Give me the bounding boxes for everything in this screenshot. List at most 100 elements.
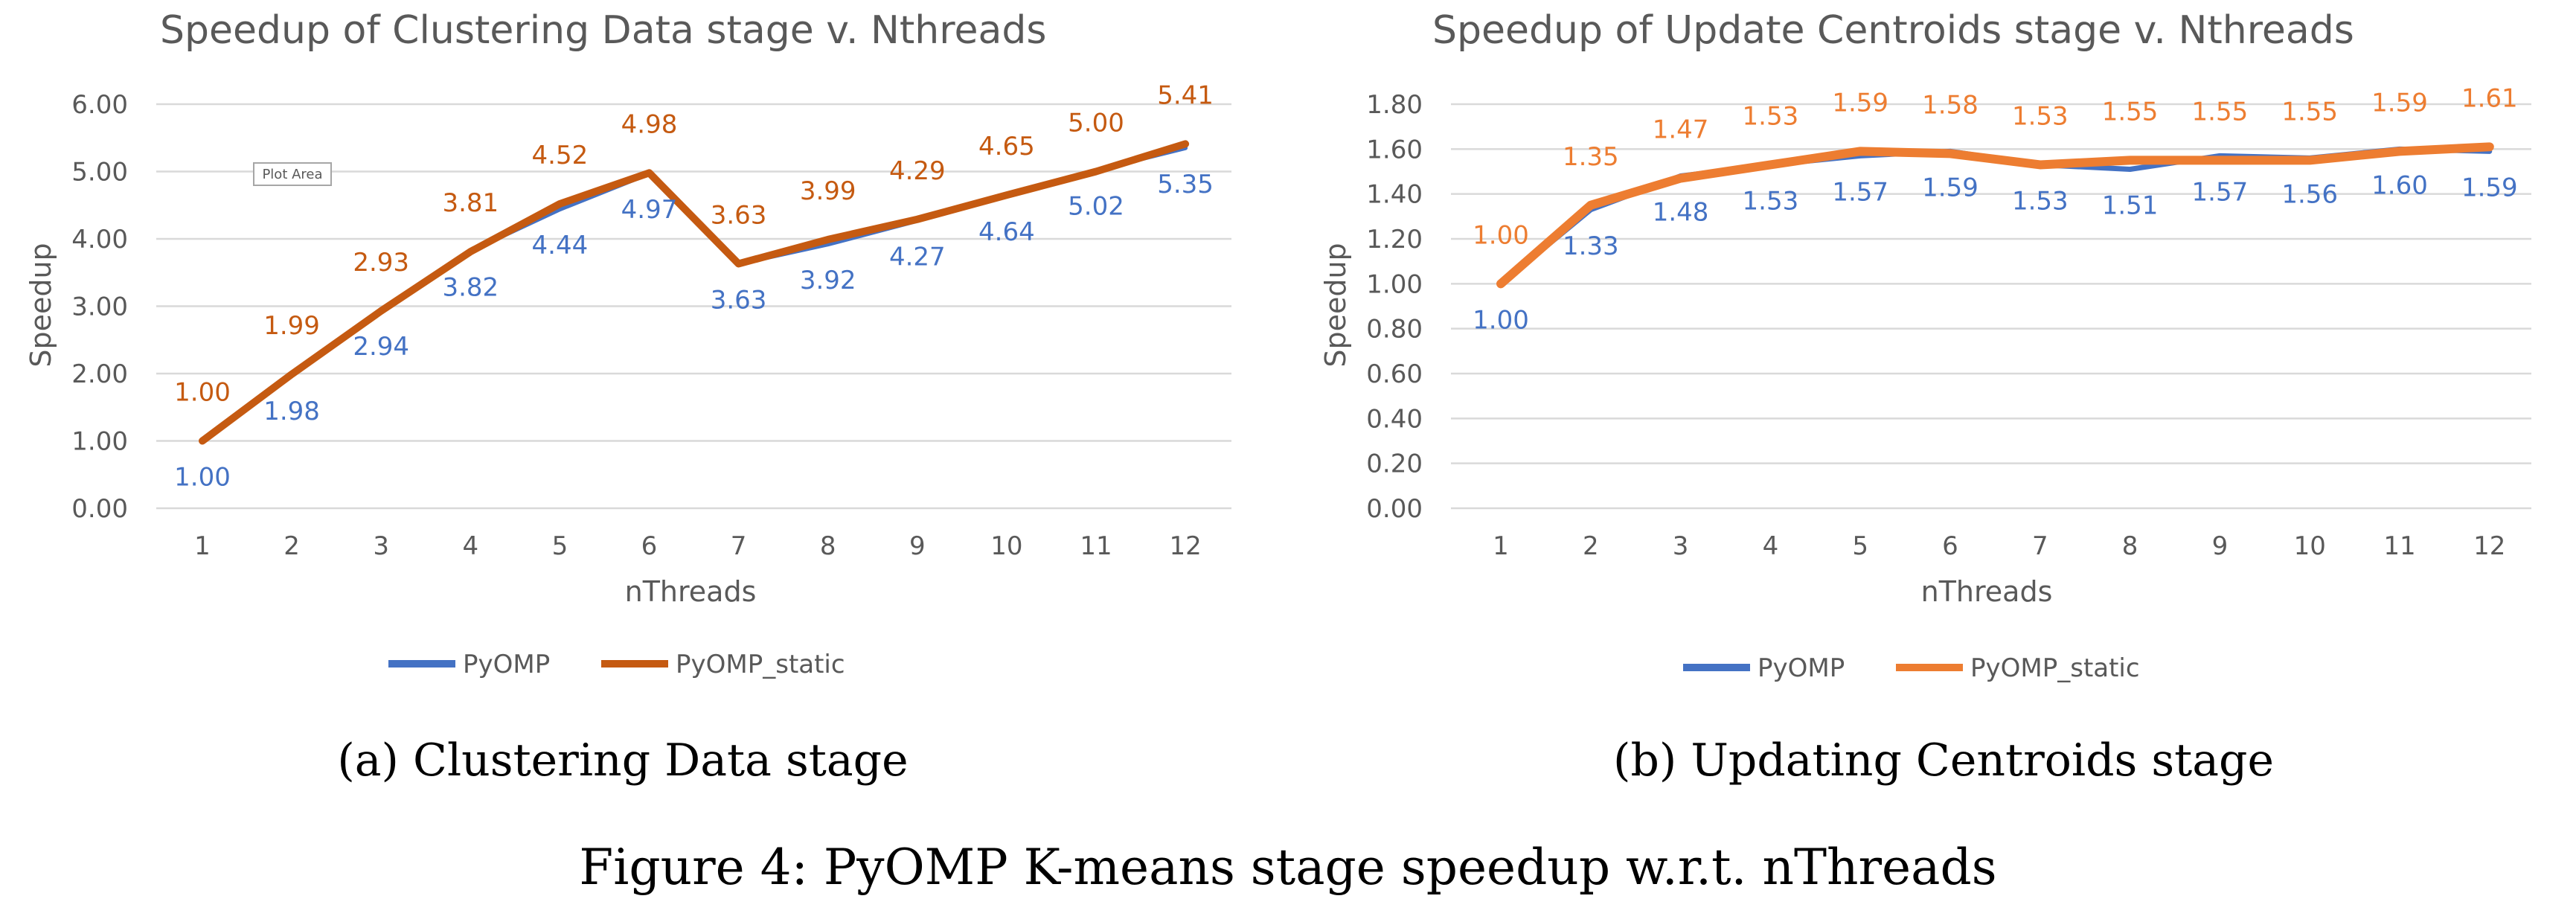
x-tick-label: 4 (462, 531, 478, 561)
series-lines (199, 140, 1190, 445)
y-axis-label: Speedup (1319, 243, 1352, 367)
data-label-pyomp: 3.63 (711, 285, 767, 315)
data-label-pyomp: 1.48 (1653, 198, 1709, 228)
data-label-pyomp-static: 3.63 (711, 200, 767, 230)
y-tick-label: 2.00 (71, 359, 128, 389)
x-tick-label: 8 (2122, 531, 2138, 561)
data-label-pyomp: 1.53 (1743, 186, 1799, 216)
legend-label-pyomp-static: PyOMP_static (1970, 653, 2140, 683)
data-label-pyomp: 1.53 (2012, 186, 2069, 216)
chart-title: Speedup of Update Centroids stage v. Nth… (1432, 8, 2354, 53)
chart-title: Speedup of Clustering Data stage v. Nthr… (160, 8, 1046, 53)
y-tick-label: 0.40 (1366, 404, 1423, 434)
data-label-pyomp: 1.60 (2371, 170, 2428, 200)
data-label-pyomp-static: 4.29 (889, 156, 946, 186)
y-tick-label: 0.80 (1366, 315, 1423, 345)
x-tick-label: 7 (731, 531, 747, 561)
x-tick-label: 8 (820, 531, 836, 561)
data-label-pyomp: 1.57 (1832, 177, 1888, 207)
x-tick-label: 9 (909, 531, 926, 561)
data-label-pyomp: 4.64 (978, 217, 1035, 247)
x-tick-label: 6 (641, 531, 658, 561)
data-label-pyomp: 1.98 (263, 397, 320, 426)
data-label-pyomp: 1.59 (2461, 173, 2518, 202)
chart-clustering: Speedup of Clustering Data stage v. Nthr… (25, 8, 1231, 679)
data-label-pyomp-static: 5.00 (1068, 109, 1124, 138)
data-label-pyomp-static: 5.41 (1157, 80, 1214, 110)
x-tick-label: 7 (2032, 531, 2048, 561)
data-label-pyomp-static: 1.99 (263, 311, 320, 341)
y-ticks: 0.00 1.00 2.00 3.00 4.00 5.00 6.00 (71, 90, 128, 524)
data-label-pyomp: 1.57 (2192, 177, 2249, 207)
data-label-pyomp-static: 2.93 (353, 248, 409, 278)
legend-label-pyomp: PyOMP (463, 650, 550, 679)
y-tick-label: 1.80 (1366, 90, 1423, 120)
data-label-pyomp: 4.44 (532, 231, 589, 260)
x-tick-label: 12 (1169, 531, 1201, 561)
x-tick-label: 11 (1080, 531, 1112, 561)
data-label-pyomp-static: 1.59 (1832, 88, 1888, 118)
y-tick-label: 1.00 (71, 427, 128, 457)
x-ticks: 1 2 3 4 5 6 7 8 9 10 11 12 (194, 531, 1202, 561)
x-axis-label: nThreads (625, 575, 757, 608)
subcaption-b: (b) Updating Centroids stage (1613, 734, 2274, 787)
x-tick-label: 5 (552, 531, 568, 561)
plot-area-tooltip: Plot Area (253, 162, 332, 186)
y-tick-label: 6.00 (71, 90, 128, 120)
data-label-pyomp: 4.27 (889, 243, 946, 272)
data-label-pyomp-static: 1.58 (1922, 90, 1979, 120)
legend-label-pyomp-static: PyOMP_static (676, 650, 845, 679)
figure-caption: Figure 4: PyOMP K-means stage speedup w.… (579, 839, 1996, 896)
data-label-pyomp: 3.92 (800, 266, 856, 295)
x-tick-label: 11 (2383, 531, 2415, 561)
data-label-pyomp-static: 1.53 (2012, 101, 2069, 131)
grid (1451, 103, 2531, 510)
x-tick-label: 9 (2212, 531, 2229, 561)
data-label-pyomp-static: 1.59 (2371, 88, 2428, 118)
data-label-pyomp-static: 3.99 (800, 176, 856, 206)
x-axis-label: nThreads (1921, 575, 2053, 608)
data-label-pyomp-static: 1.61 (2461, 83, 2518, 113)
x-tick-label: 4 (1763, 531, 1779, 561)
y-tick-label: 3.00 (71, 292, 128, 322)
series-line-pyomp-static (199, 140, 1190, 445)
data-label-pyomp-static: 1.35 (1563, 142, 1619, 172)
y-tick-label: 0.20 (1366, 449, 1423, 479)
y-tick-label: 4.00 (71, 225, 128, 254)
x-tick-label: 5 (1852, 531, 1868, 561)
series-lines (1496, 142, 2494, 289)
data-label-pyomp: 2.94 (353, 332, 409, 362)
data-label-pyomp-static: 4.52 (532, 141, 589, 170)
data-label-pyomp: 1.56 (2281, 179, 2338, 209)
data-label-pyomp-static: 1.53 (1743, 101, 1799, 131)
series-line-pyomp (1498, 146, 2493, 286)
data-label-pyomp: 1.00 (1473, 305, 1529, 335)
x-tick-label: 2 (1583, 531, 1599, 561)
data-label-pyomp: 5.02 (1068, 192, 1124, 222)
plot-area-tooltip-text: Plot Area (262, 167, 322, 182)
data-label-pyomp-static: 1.00 (174, 378, 231, 408)
y-tick-label: 1.60 (1366, 135, 1423, 164)
data-label-pyomp-static: 1.47 (1653, 115, 1709, 145)
x-tick-label: 10 (2294, 531, 2326, 561)
x-ticks: 1 2 3 4 5 6 7 8 9 10 11 12 (1493, 531, 2505, 561)
x-tick-label: 6 (1942, 531, 1958, 561)
legend: PyOMP PyOMP_static (388, 650, 845, 679)
y-tick-label: 0.60 (1366, 359, 1423, 389)
x-tick-label: 10 (990, 531, 1022, 561)
subcaption-a: (a) Clustering Data stage (337, 734, 908, 787)
data-label-pyomp-static: 1.55 (2102, 97, 2159, 127)
data-label-pyomp-static: 1.00 (1473, 220, 1529, 250)
x-tick-label: 2 (283, 531, 300, 561)
y-tick-label: 5.00 (71, 158, 128, 188)
x-tick-label: 1 (1493, 531, 1509, 561)
data-label-pyomp-static: 1.55 (2281, 97, 2338, 127)
y-tick-label: 1.20 (1366, 225, 1423, 254)
data-label-pyomp: 3.82 (442, 272, 499, 302)
data-label-pyomp: 1.33 (1563, 231, 1619, 261)
legend: PyOMP PyOMP_static (1683, 653, 2140, 683)
y-axis-label: Speedup (25, 243, 57, 367)
series-line-pyomp-static (1496, 142, 2494, 289)
y-tick-label: 1.40 (1366, 180, 1423, 210)
